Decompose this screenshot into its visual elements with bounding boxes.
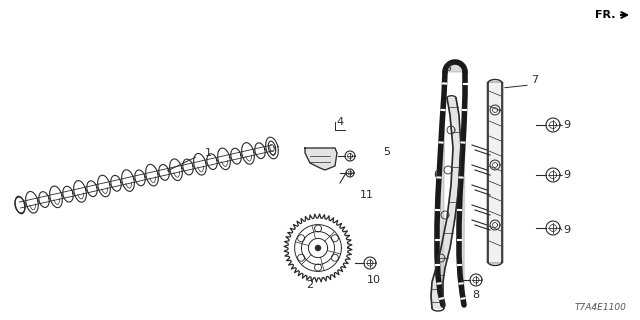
Polygon shape: [437, 62, 465, 305]
Text: 1: 1: [205, 148, 211, 158]
Polygon shape: [305, 148, 337, 170]
Text: 9: 9: [563, 170, 571, 180]
Text: 7: 7: [531, 75, 539, 85]
Text: 5: 5: [383, 147, 390, 157]
Circle shape: [316, 245, 321, 251]
Text: 10: 10: [367, 275, 381, 285]
Text: 9: 9: [563, 120, 571, 130]
Text: 3: 3: [445, 63, 451, 73]
Text: 2: 2: [307, 280, 314, 290]
Text: T7A4E1100: T7A4E1100: [575, 303, 627, 313]
Polygon shape: [431, 98, 461, 308]
Text: 11: 11: [360, 190, 374, 200]
Text: FR.: FR.: [595, 10, 616, 20]
Text: 6: 6: [433, 170, 440, 180]
Text: 8: 8: [472, 290, 479, 300]
Text: 4: 4: [337, 117, 344, 127]
Text: 9: 9: [563, 225, 571, 235]
FancyBboxPatch shape: [487, 82, 503, 263]
